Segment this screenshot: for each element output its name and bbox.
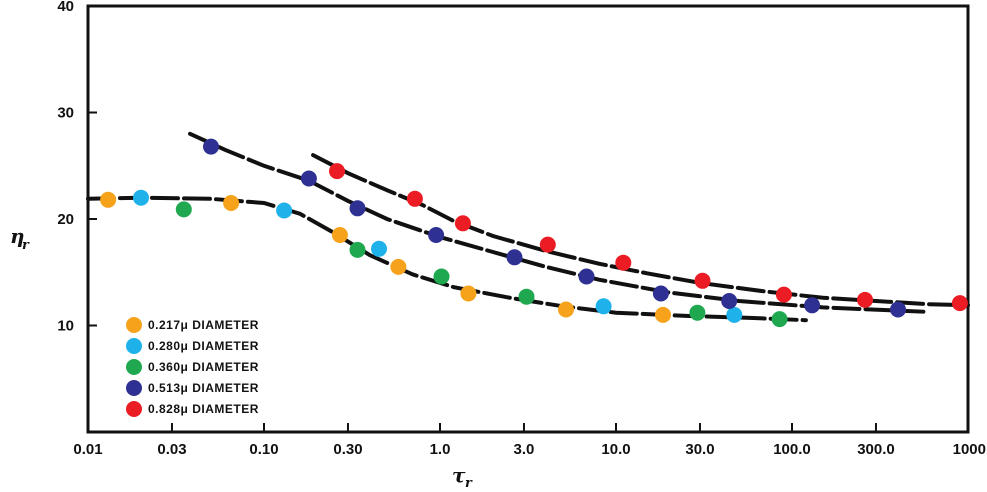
y-axis-label-sub: r <box>22 238 30 253</box>
data-point-series-1 <box>390 258 407 275</box>
legend-label-3: 0.360μ DIAMETER <box>148 360 259 374</box>
data-point-series-1 <box>331 227 348 243</box>
data-point-series-5 <box>539 236 556 253</box>
data-point-series-5 <box>857 291 873 308</box>
data-point-series-4 <box>578 268 595 285</box>
x-tick-label: 100.0 <box>773 441 811 458</box>
data-point-series-3 <box>349 241 366 258</box>
data-point-series-3 <box>771 311 788 328</box>
data-point-series-5 <box>775 286 792 303</box>
data-point-series-2 <box>133 189 149 206</box>
x-tick-label: 30.0 <box>685 441 714 458</box>
data-point-series-2 <box>595 298 612 315</box>
chart-axes: 0.01 0.03 0.10 0.30 1.0 3.0 10.0 30.0 100.0 300.0… <box>57 0 986 458</box>
fit-curve-2 <box>188 131 926 314</box>
x-axis-label: τ <box>452 463 466 487</box>
data-point-series-1 <box>223 195 240 211</box>
data-point-series-3 <box>433 268 450 285</box>
axis-labels: τ rηr <box>10 224 473 491</box>
data-point-series-2 <box>726 306 743 323</box>
data-points <box>100 138 968 328</box>
x-tick-label: 0.01 <box>73 441 102 458</box>
data-point-series-4 <box>652 285 669 302</box>
legend-label-5: 0.828μ DIAMETER <box>148 402 259 416</box>
x-tick-label: 10.0 <box>601 441 630 458</box>
legend: 0.217μ DIAMETER 0.280μ DIAMETER 0.360μ DIA… <box>126 317 259 417</box>
data-point-series-4 <box>349 200 366 217</box>
x-tick-label: 0.30 <box>333 441 362 458</box>
data-point-series-4 <box>804 297 821 314</box>
legend-label-4: 0.513μ DIAMETER <box>148 381 259 395</box>
legend-marker-3 <box>126 359 142 375</box>
x-tick-label: 0.03 <box>157 441 186 458</box>
data-point-series-4 <box>300 170 317 187</box>
legend-marker-1 <box>126 317 142 333</box>
legend-label-1: 0.217μ DIAMETER <box>148 318 259 332</box>
data-point-series-1 <box>558 301 574 318</box>
data-point-series-4 <box>203 138 219 155</box>
x-tick-label: 0.10 <box>249 441 278 458</box>
data-point-series-5 <box>951 295 968 312</box>
legend-marker-4 <box>126 380 142 396</box>
x-tick-label: 1.0 <box>430 441 451 458</box>
data-point-series-4 <box>506 249 523 266</box>
x-tick-label: 300.0 <box>857 441 895 458</box>
y-tick-label: 40 <box>57 0 74 15</box>
data-point-series-1 <box>100 191 117 208</box>
data-point-series-2 <box>276 202 293 219</box>
data-point-series-4 <box>428 227 445 243</box>
y-tick-label: 20 <box>57 211 74 228</box>
data-point-series-5 <box>694 272 711 289</box>
data-point-series-2 <box>371 240 387 257</box>
data-point-series-5 <box>329 163 345 180</box>
data-point-series-1 <box>655 306 671 323</box>
data-point-series-5 <box>454 215 471 232</box>
data-point-series-5 <box>406 190 423 207</box>
legend-label-2: 0.280μ DIAMETER <box>148 339 259 353</box>
x-axis-label-sub: r <box>465 476 473 491</box>
y-tick-label: 30 <box>57 105 74 122</box>
data-point-series-3 <box>518 288 535 305</box>
legend-marker-5 <box>126 401 142 417</box>
legend-marker-2 <box>126 338 142 354</box>
y-tick-label: 10 <box>57 318 74 335</box>
data-point-series-3 <box>689 304 706 321</box>
x-tick-label: 3.0 <box>514 441 535 458</box>
x-tick-label: 1000 <box>953 441 986 458</box>
data-point-series-1 <box>460 285 477 302</box>
data-point-series-4 <box>721 293 738 309</box>
data-point-series-3 <box>175 201 192 218</box>
data-point-series-4 <box>890 301 906 318</box>
data-point-series-5 <box>615 254 632 271</box>
y-axis-label: η <box>10 224 25 248</box>
fit-curve-3 <box>311 153 970 308</box>
